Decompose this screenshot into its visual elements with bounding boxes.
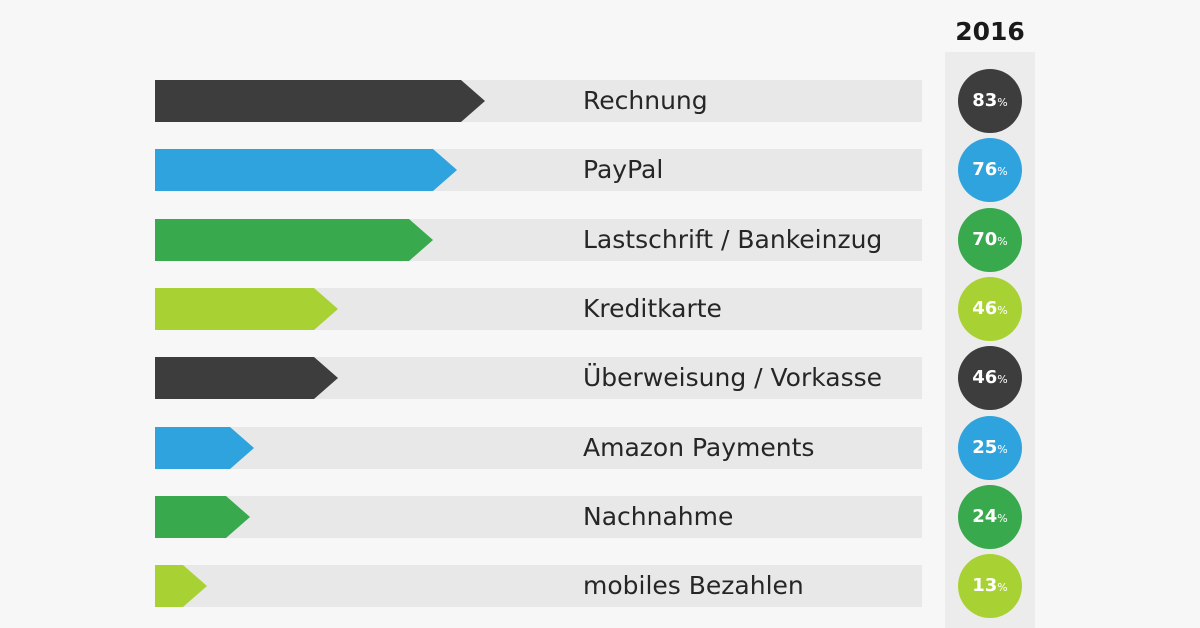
value-label: 46 [972,367,998,389]
value-badge: 13% [958,554,1022,619]
bar-arrow-tip [230,426,255,469]
category-label: Lastschrift / Bankeinzug [583,224,883,254]
bar [155,495,251,538]
bar [155,218,434,261]
category-label: Nachnahme [583,501,734,531]
value-badge: 46% [958,346,1022,411]
category-label: mobiles Bezahlen [583,571,804,601]
bar-arrow-tip [409,218,434,261]
unit-label: % [997,96,1008,109]
value-badge: 24% [958,484,1022,549]
value-badge: 46% [958,276,1022,341]
value-label: 24 [972,505,998,527]
bar-track [155,426,922,469]
category-label: PayPal [583,155,664,185]
bar-track [155,495,922,538]
chart-row: Rechnung 83% [0,66,1200,136]
bar [155,565,207,608]
unit-label: % [997,165,1008,179]
chart-row: PayPal 76% [0,135,1200,205]
unit-label: % [997,303,1008,317]
unit-label: % [997,442,1008,456]
bar-arrow-tip [433,149,458,192]
value-badge: 76% [958,138,1022,203]
chart-row: Amazon Payments 25% [0,413,1200,483]
value-label: 25 [972,436,998,458]
bar-arrow-tip [226,495,251,538]
bar [155,357,338,400]
chart-row: Nachnahme 24% [0,482,1200,552]
unit-label: % [997,511,1008,525]
value-label: 46 [972,297,998,319]
bar-arrow-tip [313,287,338,330]
value-label: 76 [972,159,998,181]
chart-row: Kreditkarte 46% [0,274,1200,344]
category-label: Rechnung [583,86,708,115]
bar [155,149,458,192]
bar [155,287,338,330]
bar-track [155,565,922,608]
chart-row: mobiles Bezahlen 13% [0,551,1200,621]
category-label: Überweisung / Vorkasse [583,363,883,393]
bar-arrow-tip [460,80,485,122]
bar [155,80,485,122]
chart-row: Überweisung / Vorkasse 46% [0,343,1200,413]
value-label: 70 [972,228,998,250]
unit-label: % [997,581,1008,595]
bar-arrow-tip [182,565,207,608]
category-label: Kreditkarte [583,293,722,323]
chart-row: Lastschrift / Bankeinzug 70% [0,205,1200,275]
bar [155,426,255,469]
value-label: 83 [972,90,998,111]
category-label: Amazon Payments [583,432,815,462]
unit-label: % [997,234,1008,248]
value-badge: 70% [958,207,1022,272]
value-badge: 83% [958,69,1022,133]
unit-label: % [997,373,1008,387]
value-badge: 25% [958,415,1022,480]
year-column-header: 2016 [955,17,1025,46]
bar-arrow-tip [313,357,338,400]
value-label: 13 [972,575,998,597]
